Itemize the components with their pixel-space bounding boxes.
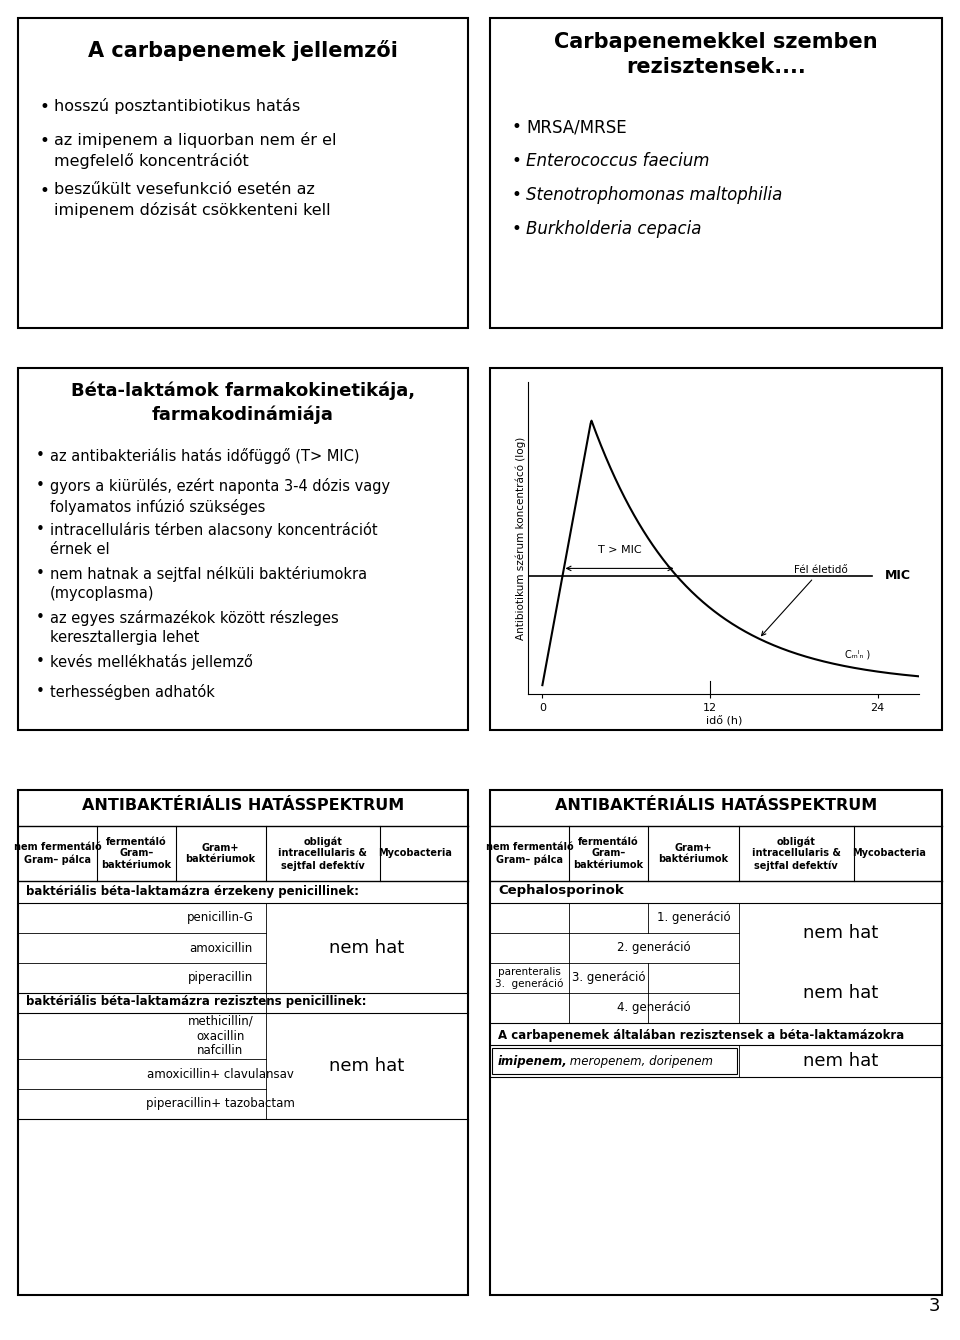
Text: A carbapenemek általában rezisztensek a béta-laktamázokra: A carbapenemek általában rezisztensek a … [498, 1029, 904, 1043]
Text: obligát
intracellularis &
sejtfal defektív: obligát intracellularis & sejtfal defekt… [278, 836, 368, 871]
Text: gyors a kiürülés, ezért naponta 3-4 dózis vagy
folyamatos infúzió szükséges: gyors a kiürülés, ezért naponta 3-4 dózi… [50, 478, 390, 515]
Text: A carbapenemek jellemzői: A carbapenemek jellemzői [88, 40, 398, 62]
Text: MRSA/MRSE: MRSA/MRSE [526, 118, 627, 135]
Text: 4. generáció: 4. generáció [617, 1001, 690, 1014]
Text: meropenem, doripenem: meropenem, doripenem [566, 1055, 713, 1068]
Text: Gram+
baktériumok: Gram+ baktériumok [185, 843, 255, 864]
Text: ANTIBAKTÉRIÁLIS HATÁSSPEKTRUM: ANTIBAKTÉRIÁLIS HATÁSSPEKTRUM [555, 799, 877, 813]
Text: baktériális béta-laktamázra érzekeny penicillinek:: baktériális béta-laktamázra érzekeny pen… [26, 884, 359, 898]
Text: Béta-laktámok farmakokinetikája,
farmakodinámiája: Béta-laktámok farmakokinetikája, farmako… [71, 382, 415, 423]
Y-axis label: Antibiotikum szérum koncentrácó (log): Antibiotikum szérum koncentrácó (log) [516, 437, 526, 639]
Text: methicillin/
oxacillin
nafcillin: methicillin/ oxacillin nafcillin [187, 1014, 253, 1057]
Text: parenteralis
3.  generáció: parenteralis 3. generáció [495, 967, 564, 989]
Text: Enterococcus faecium: Enterococcus faecium [526, 151, 709, 170]
Text: amoxicillin+ clavulansav: amoxicillin+ clavulansav [147, 1068, 294, 1080]
Text: hosszú posztantibiotikus hatás: hosszú posztantibiotikus hatás [54, 98, 300, 114]
Bar [490, 369, 942, 730]
Text: 3. generáció: 3. generáció [572, 972, 645, 985]
Text: •: • [512, 151, 522, 170]
Text: ANTIBAKTÉRIÁLIS HATÁSSPEKTRUM: ANTIBAKTÉRIÁLIS HATÁSSPEKTRUM [82, 799, 404, 813]
Text: beszűkült vesefunkció esetén az
imipenem dózisát csökkenteni kell: beszűkült vesefunkció esetén az imipenem… [54, 182, 330, 218]
Text: •: • [36, 683, 45, 699]
Text: imipenem,: imipenem, [498, 1055, 567, 1068]
Text: •: • [36, 565, 45, 582]
Text: Cephalosporinok: Cephalosporinok [498, 884, 624, 896]
Text: •: • [40, 133, 50, 150]
Bar [490, 791, 942, 1294]
Text: •: • [36, 523, 45, 537]
Text: nem hat: nem hat [803, 1052, 878, 1071]
Text: Mycobacteria: Mycobacteria [378, 848, 452, 859]
Text: intracelluláris térben alacsony koncentrációt
érnek el: intracelluláris térben alacsony koncentr… [50, 523, 377, 557]
Text: kevés mellékhatás jellemző: kevés mellékhatás jellemző [50, 654, 252, 670]
Text: •: • [36, 654, 45, 669]
Text: •: • [40, 98, 50, 117]
Text: MIC: MIC [884, 570, 910, 582]
Text: T > MIC: T > MIC [598, 545, 641, 556]
Text: nem fermentáló
Gram– pálca: nem fermentáló Gram– pálca [486, 843, 573, 864]
Bar [18, 17, 468, 328]
Text: •: • [40, 182, 50, 200]
Text: az antibakteriális hatás időfüggő (T> MIC): az antibakteriális hatás időfüggő (T> MI… [50, 448, 359, 464]
Bar [492, 1048, 736, 1073]
Text: 2. generáció: 2. generáció [617, 942, 690, 954]
Text: •: • [512, 186, 522, 204]
Text: Cₘᴵₙ ): Cₘᴵₙ ) [846, 650, 871, 659]
Text: •: • [36, 448, 45, 464]
Text: obligát
intracellularis &
sejtfal defektív: obligát intracellularis & sejtfal defekt… [752, 836, 841, 871]
Text: Fél életidő: Fél életidő [761, 565, 848, 635]
Text: nem fermentáló
Gram– pálca: nem fermentáló Gram– pálca [13, 843, 101, 864]
Text: •: • [512, 220, 522, 239]
Text: 1. generáció: 1. generáció [657, 911, 731, 925]
Text: fermentáló
Gram–
baktériumok: fermentáló Gram– baktériumok [101, 838, 171, 870]
Text: nem hat: nem hat [803, 984, 878, 1002]
Text: •: • [36, 478, 45, 493]
Text: •: • [36, 610, 45, 624]
Text: baktériális béta-laktamázra rezisztens penicillinek:: baktériális béta-laktamázra rezisztens p… [26, 996, 367, 1008]
Text: Stenotrophomonas maltophilia: Stenotrophomonas maltophilia [526, 186, 782, 204]
Text: amoxicillin: amoxicillin [189, 942, 252, 954]
Text: nem hat: nem hat [329, 1057, 404, 1075]
X-axis label: idő (h): idő (h) [706, 716, 742, 726]
Text: az egyes származékok között részleges
keresztallergia lehet: az egyes származékok között részleges ke… [50, 610, 339, 645]
Text: nem hat: nem hat [803, 925, 878, 942]
Text: Gram+
baktériumok: Gram+ baktériumok [659, 843, 729, 864]
Bar [18, 369, 468, 730]
Bar [18, 791, 468, 1294]
Text: penicillin-G: penicillin-G [187, 911, 254, 925]
Text: fermentáló
Gram–
baktériumok: fermentáló Gram– baktériumok [573, 838, 644, 870]
Text: •: • [512, 118, 522, 135]
Text: Mycobacteria: Mycobacteria [852, 848, 925, 859]
Text: piperacillin+ tazobactam: piperacillin+ tazobactam [146, 1097, 295, 1111]
Text: terhességben adhatók: terhességben adhatók [50, 683, 215, 699]
Text: nem hatnak a sejtfal nélküli baktériumokra
(mycoplasma): nem hatnak a sejtfal nélküli baktériumok… [50, 565, 367, 602]
Text: piperacillin: piperacillin [188, 972, 253, 985]
Bar [490, 17, 942, 328]
Text: Carbapenemekkel szemben
rezisztensek....: Carbapenemekkel szemben rezisztensek.... [554, 32, 877, 76]
Text: Burkholderia cepacia: Burkholderia cepacia [526, 220, 702, 239]
Text: 3: 3 [928, 1297, 940, 1315]
Text: az imipenem a liquorban nem ér el
megfelelő koncentrációt: az imipenem a liquorban nem ér el megfel… [54, 133, 337, 169]
Text: nem hat: nem hat [329, 939, 404, 957]
